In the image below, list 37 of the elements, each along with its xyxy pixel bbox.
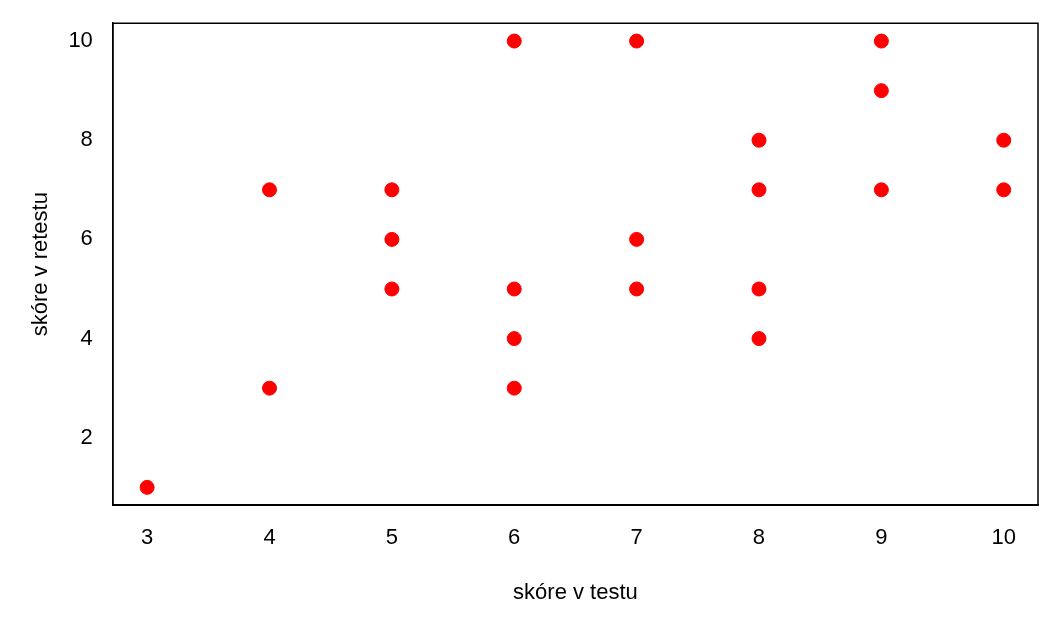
point	[384, 182, 400, 198]
x-tick-label: 5	[385, 524, 398, 550]
point	[751, 281, 767, 297]
point	[873, 182, 889, 198]
y-tick-label: 6	[80, 225, 93, 251]
point	[996, 132, 1012, 148]
point	[506, 33, 522, 49]
point	[629, 281, 645, 297]
point	[139, 479, 155, 495]
y-tick-label: 2	[80, 423, 93, 449]
x-tick-label: 10	[991, 524, 1016, 550]
point	[873, 33, 889, 49]
point	[629, 231, 645, 247]
point	[262, 182, 278, 198]
x-tick-label: 6	[508, 524, 521, 550]
point	[873, 83, 889, 99]
point	[751, 331, 767, 347]
point	[629, 33, 645, 49]
point	[751, 132, 767, 148]
point	[506, 281, 522, 297]
point	[384, 231, 400, 247]
point	[262, 380, 278, 396]
x-tick-label: 3	[141, 524, 154, 550]
x-tick-label: 9	[875, 524, 888, 550]
point	[506, 380, 522, 396]
x-axis-title: skóre v testu	[513, 578, 638, 604]
point	[751, 182, 767, 198]
x-tick-label: 4	[263, 524, 276, 550]
point	[996, 182, 1012, 198]
x-tick-label: 8	[752, 524, 766, 550]
y-tick-label: 4	[80, 324, 93, 350]
y-tick-label: 10	[68, 27, 93, 53]
point	[384, 281, 400, 297]
y-axis-title: skóre v retestu	[27, 192, 53, 337]
x-tick-label: 7	[630, 524, 643, 550]
point	[506, 331, 522, 347]
y-tick-label: 8	[80, 126, 93, 152]
